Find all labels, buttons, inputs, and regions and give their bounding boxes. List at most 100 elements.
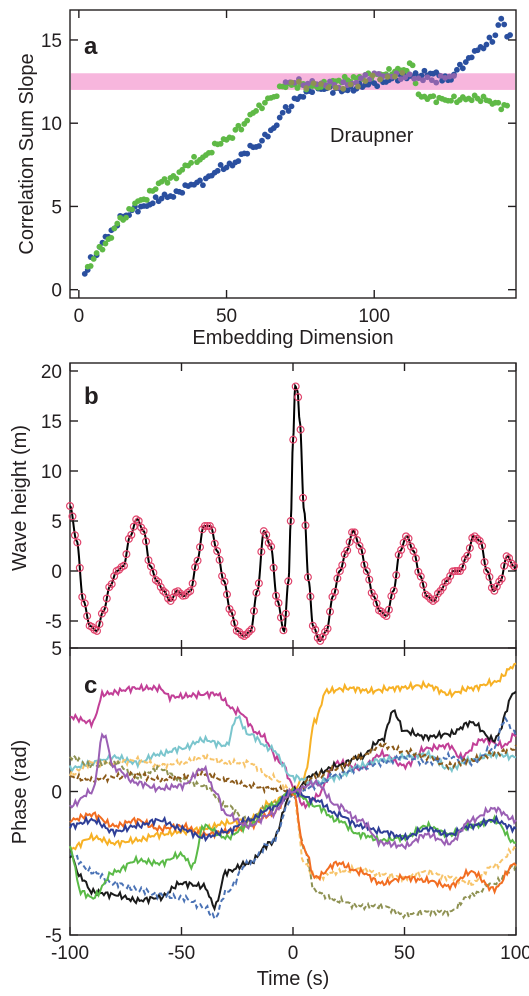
wave-marker: [406, 542, 415, 551]
data-point: [191, 153, 197, 160]
data-point: [375, 71, 382, 77]
wave-marker: [394, 550, 403, 559]
panel-c-axes: -505-100 -50 0 50 100: [45, 639, 529, 964]
data-point: [152, 194, 159, 201]
wave-marker: [173, 587, 182, 596]
wave-marker: [323, 624, 332, 633]
wave-marker: [402, 532, 411, 541]
data-point: [459, 65, 466, 72]
data-point: [446, 73, 453, 80]
wave-marker: [299, 493, 308, 502]
wave-marker: [485, 572, 494, 581]
wave-marker: [92, 626, 101, 635]
data-point: [386, 66, 392, 72]
data-point: [318, 81, 324, 87]
wave-marker: [213, 546, 222, 555]
data-point: [288, 79, 295, 86]
x-tick-label: 50: [394, 943, 415, 964]
wave-marker: [372, 599, 381, 608]
y-tick-label: 20: [41, 362, 62, 383]
data-point: [282, 79, 289, 86]
y-tick-label: 15: [41, 31, 62, 52]
data-point: [279, 109, 286, 116]
wave-marker: [279, 626, 288, 635]
wave-marker: [149, 568, 158, 577]
phase-line-4: [69, 753, 517, 887]
wave-marker: [95, 620, 104, 629]
data-point: [384, 73, 391, 80]
series-0: [81, 15, 513, 277]
wave-marker: [70, 531, 79, 540]
wave-marker: [181, 591, 190, 600]
data-point: [197, 177, 203, 184]
wave-marker: [200, 521, 209, 530]
data-point: [362, 78, 369, 84]
wave-marker: [274, 599, 283, 608]
panel-c-xlabel: Time (s): [257, 968, 330, 990]
data-point: [415, 75, 422, 82]
data-point: [489, 39, 496, 45]
data-point: [498, 15, 505, 22]
data-point: [362, 72, 369, 78]
wave-marker: [245, 627, 254, 636]
data-point: [421, 67, 428, 74]
wave-marker: [276, 613, 285, 622]
data-point: [462, 59, 469, 65]
data-point: [437, 72, 444, 79]
wave-marker: [451, 566, 460, 575]
wave-marker: [424, 592, 433, 601]
data-point: [200, 182, 206, 189]
wave-marker: [205, 521, 214, 530]
x-tick-label: -50: [168, 943, 195, 964]
wave-marker: [80, 599, 89, 608]
data-point: [143, 196, 150, 203]
data-point: [244, 117, 251, 124]
phase-line-7: [69, 742, 517, 798]
wave-line: [69, 383, 517, 643]
data-point: [135, 208, 141, 215]
wave-marker: [446, 571, 455, 580]
panel-a-letter: a: [84, 33, 98, 60]
wave-marker: [83, 612, 92, 621]
wave-marker: [65, 502, 74, 511]
wave-marker: [193, 556, 202, 565]
wave-marker: [215, 555, 224, 564]
data-point: [483, 41, 490, 48]
data-point: [358, 75, 364, 82]
wave-marker: [458, 563, 467, 572]
data-point: [232, 126, 239, 133]
panel-c-letter: c: [84, 672, 97, 699]
wave-marker: [249, 606, 258, 615]
data-point: [173, 175, 180, 182]
data-point: [492, 32, 499, 39]
y-tick-label: 5: [51, 512, 62, 533]
data-point: [325, 84, 332, 91]
y-tick-label: -5: [45, 926, 62, 947]
data-point: [409, 62, 416, 69]
y-tick-label: 0: [51, 783, 62, 804]
data-point: [486, 34, 493, 41]
wave-marker: [421, 590, 430, 599]
wave-marker: [119, 561, 128, 570]
wave-marker: [392, 571, 401, 580]
wave-marker: [100, 605, 109, 614]
wave-marker: [397, 545, 406, 554]
wave-marker: [252, 588, 261, 597]
wave-marker: [210, 539, 219, 548]
wave-marker: [411, 554, 420, 563]
data-point: [347, 81, 354, 88]
wave-marker: [208, 526, 217, 535]
data-point: [217, 140, 224, 147]
data-point: [264, 133, 271, 140]
data-point: [412, 80, 419, 87]
data-point: [411, 75, 417, 82]
data-point: [392, 73, 398, 80]
data-point: [108, 235, 115, 241]
wave-marker: [473, 534, 482, 543]
wave-marker: [470, 532, 479, 541]
data-point: [300, 93, 307, 100]
wave-marker: [176, 589, 185, 598]
phase-line-5: [69, 753, 517, 920]
data-point: [369, 72, 376, 79]
panel-a-xlabel: Embedding Dimension: [192, 327, 393, 349]
